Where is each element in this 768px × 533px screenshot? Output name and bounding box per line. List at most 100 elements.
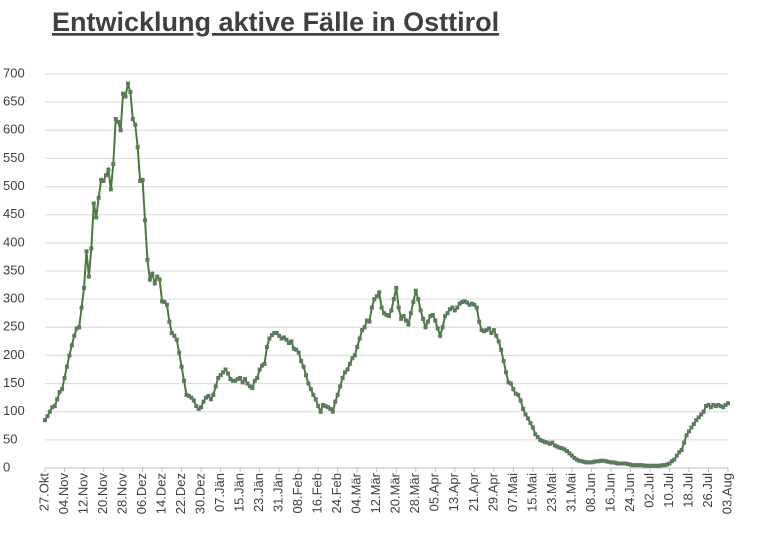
point-marker [108, 187, 113, 192]
point-marker [272, 330, 277, 335]
point-marker [111, 162, 116, 167]
point-marker [74, 326, 79, 331]
point-marker [408, 311, 413, 316]
point-marker [421, 316, 426, 321]
point-marker [257, 367, 262, 372]
point-marker [382, 311, 387, 316]
point-marker [177, 350, 182, 355]
point-marker [704, 404, 709, 409]
point-marker [491, 328, 496, 333]
point-marker [194, 404, 199, 409]
point-marker [594, 459, 599, 464]
point-marker [650, 463, 655, 468]
point-marker [79, 305, 84, 310]
point-marker [608, 460, 613, 465]
point-marker [545, 440, 550, 445]
point-marker [555, 444, 560, 449]
point-marker [584, 460, 589, 465]
x-tick-label: 03.Aug [719, 473, 734, 514]
point-marker [416, 297, 421, 302]
point-marker [196, 406, 201, 411]
point-marker [535, 435, 540, 440]
point-marker [145, 257, 150, 262]
point-marker [328, 406, 333, 411]
point-marker [155, 274, 160, 279]
point-marker [84, 249, 89, 254]
x-tick-label: 26.Jul [700, 473, 715, 508]
point-marker [284, 337, 289, 342]
point-marker [103, 173, 108, 178]
point-marker [113, 117, 118, 122]
point-marker [238, 375, 243, 380]
point-marker [50, 405, 55, 410]
point-marker [282, 335, 287, 340]
point-marker [611, 460, 616, 465]
point-marker [723, 402, 728, 407]
x-tick-label: 31.Mai [563, 473, 578, 512]
point-marker [472, 302, 477, 307]
point-marker [325, 405, 330, 410]
point-marker [189, 395, 194, 400]
point-marker [625, 462, 630, 467]
point-marker [404, 318, 409, 323]
point-marker [213, 384, 218, 389]
point-marker [313, 397, 318, 402]
point-marker [372, 297, 377, 302]
point-marker [691, 422, 696, 427]
y-tick-label: 250 [3, 319, 25, 334]
point-marker [718, 404, 723, 409]
x-tick-label: 20.Nov [95, 473, 110, 515]
point-marker [289, 339, 294, 344]
point-marker [552, 443, 557, 448]
point-marker [323, 404, 328, 409]
point-marker [464, 300, 469, 305]
point-marker [221, 370, 226, 375]
point-marker [47, 409, 52, 414]
point-marker [677, 450, 682, 455]
point-marker [82, 285, 87, 290]
point-marker [67, 353, 72, 358]
point-marker [523, 412, 528, 417]
point-marker [157, 277, 162, 282]
point-marker [274, 330, 279, 335]
point-marker [672, 457, 677, 462]
point-marker [296, 350, 301, 355]
point-marker [516, 392, 521, 397]
x-tick-label: 06.Dez [134, 473, 149, 514]
point-marker [433, 318, 438, 323]
point-marker [347, 361, 352, 366]
point-marker [630, 463, 635, 468]
point-marker [123, 94, 128, 99]
point-marker [628, 462, 633, 467]
point-marker [206, 393, 211, 398]
point-marker [128, 90, 133, 95]
point-marker [665, 462, 670, 467]
point-marker [601, 458, 606, 463]
point-marker [135, 145, 140, 150]
point-marker [616, 461, 621, 466]
point-marker [352, 353, 357, 358]
point-marker [391, 297, 396, 302]
point-marker [640, 463, 645, 468]
point-marker [560, 446, 565, 451]
point-marker [260, 363, 265, 368]
point-marker [655, 463, 660, 468]
point-marker [543, 440, 548, 445]
point-marker [440, 325, 445, 330]
point-marker [89, 246, 94, 251]
point-marker [208, 397, 213, 402]
point-marker [696, 415, 701, 420]
point-marker [355, 344, 360, 349]
point-marker [706, 402, 711, 407]
x-tick-label: 29.Apr [485, 472, 500, 511]
point-marker [618, 461, 623, 466]
x-tick-label: 20.Mär [388, 472, 403, 513]
point-marker [360, 328, 365, 333]
point-marker [506, 380, 511, 385]
point-marker [338, 384, 343, 389]
x-tick-label: 28.Mär [407, 472, 422, 513]
point-marker [577, 458, 582, 463]
point-marker [513, 391, 518, 396]
y-tick-label: 600 [3, 122, 25, 137]
